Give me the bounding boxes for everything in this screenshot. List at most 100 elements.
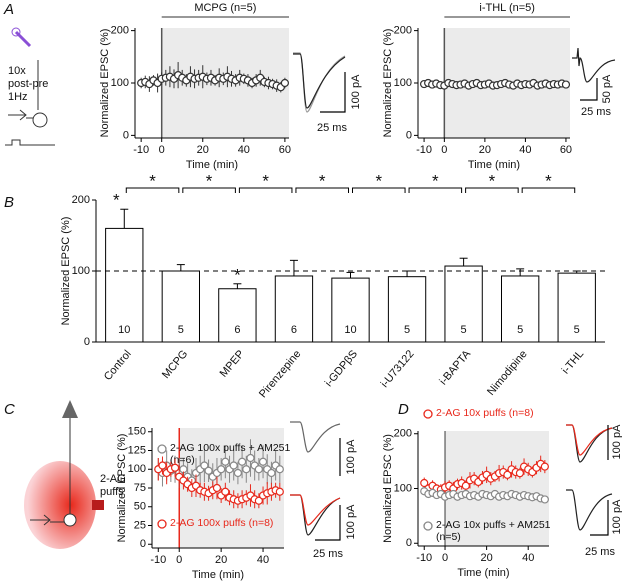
bar bbox=[274, 275, 314, 343]
y-tick-label: 0 bbox=[84, 336, 90, 348]
y-tick-label: 200 bbox=[72, 194, 90, 206]
y-tick-label: 0 bbox=[123, 129, 129, 141]
panel-label: D bbox=[398, 401, 409, 418]
y-tick-label: 50 bbox=[134, 501, 146, 513]
x-axis-label: Time (min) bbox=[457, 567, 509, 579]
data-point bbox=[204, 466, 213, 475]
n-label: 10 bbox=[344, 324, 356, 336]
bracket bbox=[521, 187, 576, 193]
data-point bbox=[280, 78, 289, 88]
y-tick-label: 0 bbox=[140, 538, 146, 550]
data-point bbox=[221, 457, 230, 466]
scale-label: 25 ms bbox=[581, 106, 611, 118]
x-tick-label: 60 bbox=[279, 144, 291, 156]
scale-label: 100 pA bbox=[611, 499, 622, 535]
bracket bbox=[352, 187, 406, 193]
bracket bbox=[238, 187, 293, 193]
x-tick-label: 40 bbox=[238, 144, 250, 156]
bracket bbox=[295, 187, 349, 193]
significance-star: * bbox=[319, 171, 326, 190]
data-point bbox=[212, 483, 222, 493]
scale-label: 25 ms bbox=[585, 546, 615, 558]
x-tick-label: -10 bbox=[416, 552, 432, 564]
y-tick-label: 100 bbox=[128, 463, 146, 475]
legend-box: 2-AG 100x puffs (n=8) bbox=[170, 517, 274, 529]
data-point bbox=[217, 465, 226, 474]
y-axis-label: Normalized EPSC (%) bbox=[60, 217, 72, 326]
chart-title: i-THL (n=5) bbox=[479, 2, 535, 14]
significance-star: * bbox=[432, 171, 439, 190]
x-tick-label: 60 bbox=[560, 144, 572, 156]
data-point bbox=[233, 468, 243, 478]
x-tick-label: -10 bbox=[416, 144, 432, 156]
data-point bbox=[254, 465, 263, 474]
n-label: 5 bbox=[461, 324, 467, 336]
data-point bbox=[242, 465, 251, 474]
n-label: 6 bbox=[291, 324, 297, 336]
n-label: 6 bbox=[234, 324, 240, 336]
scale-label: 100 pA bbox=[350, 74, 362, 110]
bar bbox=[105, 227, 144, 343]
y-tick-label: 25 bbox=[134, 519, 146, 531]
x-tick-label: i-THL bbox=[560, 348, 586, 376]
chart-title: MCPG (n=5) bbox=[194, 2, 256, 14]
x-tick-label: Control bbox=[102, 348, 134, 383]
x-tick-label: 40 bbox=[257, 554, 269, 566]
y-axis-label: Normalized EPSC (%) bbox=[116, 434, 128, 543]
x-tick-label: i-GDPβS bbox=[323, 348, 360, 389]
x-tick-label: MPEP bbox=[218, 348, 247, 380]
scale-label: 25 ms bbox=[317, 122, 347, 134]
y-tick-label: 100 bbox=[394, 482, 412, 494]
significance-star: * bbox=[113, 191, 120, 210]
x-tick-label: 0 bbox=[441, 144, 447, 156]
x-tick-label: MCPG bbox=[160, 348, 190, 381]
protocol-text: 10x bbox=[8, 65, 26, 77]
x-axis-label: Time (min) bbox=[468, 159, 520, 171]
significance-star: * bbox=[489, 171, 496, 190]
data-point bbox=[540, 462, 549, 471]
x-tick-label: i-BAPTA bbox=[437, 348, 473, 388]
data-point bbox=[267, 468, 276, 478]
y-tick-label: 75 bbox=[134, 482, 146, 494]
y-axis-label: Normalized EPSC (%) bbox=[382, 29, 394, 138]
legend-box: 2-AG 10x puffs + AM251 (n=5) bbox=[436, 519, 551, 543]
data-point bbox=[229, 461, 238, 470]
scale-label: 100 pA bbox=[611, 424, 622, 460]
data-point bbox=[275, 487, 284, 496]
legend-marker bbox=[423, 521, 433, 531]
legend-label: 2-AG 10x puffs + AM251 (n=5) bbox=[436, 519, 551, 543]
puff-text: puffs bbox=[100, 486, 124, 498]
protocol-schematic bbox=[5, 27, 55, 146]
scale-label: 100 pA bbox=[345, 504, 357, 540]
significance-star: * bbox=[262, 171, 269, 190]
data-point bbox=[246, 453, 255, 463]
legend-label: 2-AG 100x puffs (n=8) bbox=[170, 517, 274, 529]
y-tick-label: 125 bbox=[128, 444, 146, 456]
panel-label: A bbox=[3, 1, 14, 18]
y-tick-label: 100 bbox=[72, 265, 90, 277]
y-tick-label: 200 bbox=[394, 25, 412, 37]
data-point bbox=[158, 461, 167, 470]
data-point bbox=[503, 470, 512, 479]
legend-label: 2-AG 10x puffs (n=8) bbox=[436, 407, 534, 419]
n-label: 10 bbox=[118, 324, 130, 336]
x-tick-label: i-U73122 bbox=[379, 348, 417, 390]
scale-label: 100 pA bbox=[345, 439, 357, 475]
data-point bbox=[461, 481, 470, 490]
puff-schematic bbox=[24, 400, 104, 549]
bar bbox=[557, 272, 596, 343]
scale-label: 25 ms bbox=[313, 548, 343, 560]
scale-label: 50 pA bbox=[601, 74, 613, 103]
panel-label: C bbox=[4, 401, 15, 418]
x-tick-label: 40 bbox=[519, 144, 531, 156]
y-tick-label: 150 bbox=[128, 426, 146, 438]
legend-box: 2-AG 100x puffs + AM251 (n=6) bbox=[170, 442, 290, 466]
y-tick-label: 100 bbox=[394, 77, 412, 89]
bracket bbox=[125, 187, 180, 193]
data-point bbox=[237, 457, 247, 466]
n-label: 5 bbox=[517, 324, 523, 336]
legend-marker bbox=[157, 444, 167, 454]
data-point bbox=[258, 457, 268, 466]
bracket bbox=[182, 187, 236, 193]
